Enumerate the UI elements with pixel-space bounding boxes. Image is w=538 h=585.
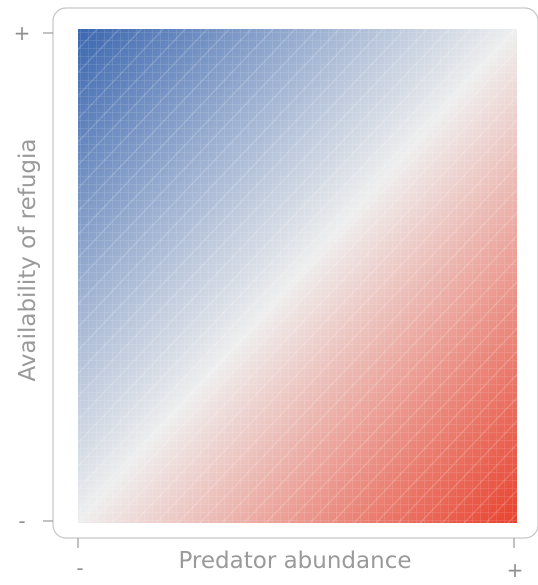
heatmap-grid: [78, 29, 517, 523]
y-tick-label-high: +: [14, 21, 31, 45]
x-axis-label: Predator abundance: [178, 548, 411, 574]
y-axis-label: Availability of refugia: [15, 138, 41, 381]
x-tick-label-high: +: [507, 558, 524, 582]
x-tick-label-low: -: [76, 556, 83, 580]
y-tick-label-low: -: [18, 509, 25, 533]
